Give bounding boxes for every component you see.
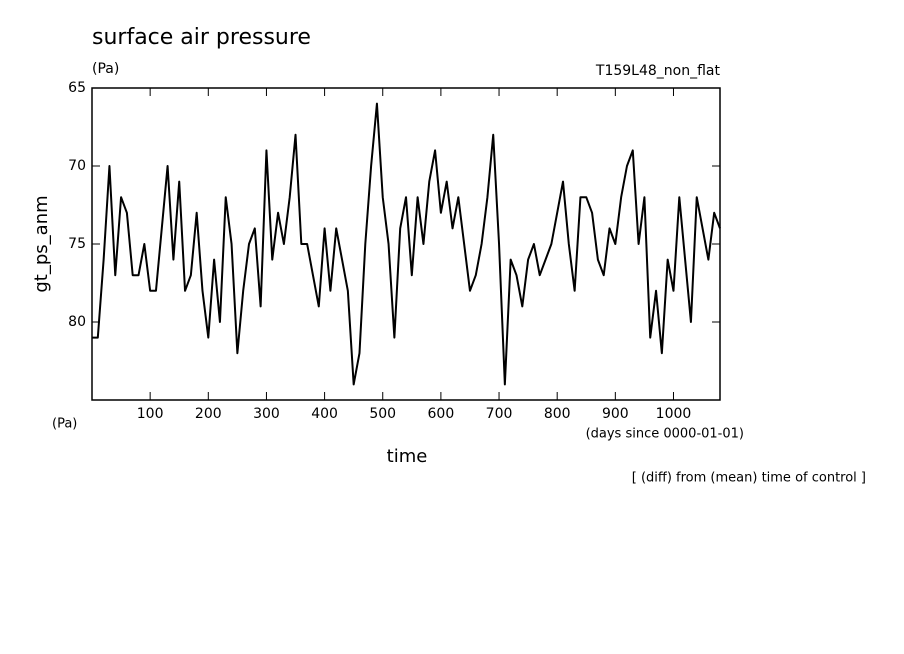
x-tick-label: 1000: [656, 406, 692, 422]
x-unit: (days since 0000-01-01): [586, 427, 744, 442]
x-tick-label: 600: [428, 406, 455, 422]
y-axis-label: gt_ps_anm: [31, 195, 52, 292]
x-tick-label: 700: [486, 406, 513, 422]
plot-frame: [91, 87, 721, 401]
subtitle: T159L48_non_flat: [595, 63, 721, 79]
x-tick-label: 200: [195, 406, 222, 422]
y-tick-label: 70: [68, 158, 86, 174]
x-tick-label: 900: [602, 406, 629, 422]
x-unit-left: (Pa): [52, 417, 77, 432]
y-unit: (Pa): [92, 61, 119, 77]
x-tick-label: 100: [137, 406, 164, 422]
y-tick-label: 65: [68, 80, 86, 96]
chart-title: surface air pressure: [92, 25, 311, 50]
x-axis-label: time: [387, 446, 428, 467]
x-tick-label: 500: [369, 406, 396, 422]
x-tick-label: 300: [253, 406, 280, 422]
annotation: [ (diff) from (mean) time of control ]: [632, 471, 866, 486]
x-tick-label: 400: [311, 406, 338, 422]
y-tick-label: 75: [68, 236, 86, 252]
data-line: [92, 102, 721, 386]
y-tick-label: 80: [68, 314, 86, 330]
x-tick-label: 800: [544, 406, 571, 422]
